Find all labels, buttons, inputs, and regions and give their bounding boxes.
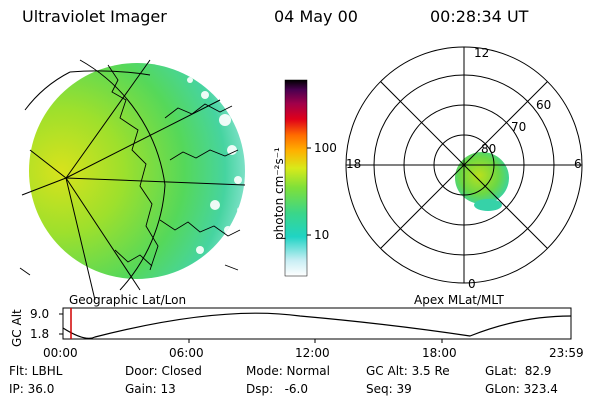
geographic-image bbox=[19, 59, 246, 301]
orbit-xtick-1200: 12:00 bbox=[295, 346, 330, 360]
orbit-ytick-1-8: 1.8 bbox=[30, 327, 50, 341]
orbit-ylabel: GC Alt bbox=[10, 309, 24, 347]
colorbar-tick-10: 10 bbox=[314, 228, 330, 242]
instrument-title: Ultraviolet Imager bbox=[22, 7, 167, 26]
orbit-xtick-2359: 23:59 bbox=[549, 346, 584, 360]
mlt-label-6: 6 bbox=[574, 157, 582, 171]
date-label: 04 May 00 bbox=[274, 7, 358, 26]
left-panel-label: Geographic Lat/Lon bbox=[69, 293, 187, 307]
mlt-label-12: 12 bbox=[474, 46, 490, 60]
colorbar-tick-100: 100 bbox=[314, 141, 337, 155]
orbit-xtick-0600: 06:00 bbox=[169, 346, 204, 360]
info-door: Door: Closed bbox=[125, 364, 202, 378]
info-glat: GLat: 82.9 bbox=[485, 364, 552, 378]
info-mode: Mode: Normal bbox=[246, 364, 330, 378]
info-glon: GLon: 323.4 bbox=[485, 382, 558, 396]
mlt-label-18: 18 bbox=[346, 157, 362, 171]
orbit-xtick-0000: 00:00 bbox=[43, 346, 78, 360]
orbit-xtick-1800: 18:00 bbox=[422, 346, 457, 360]
colorbar-unit-label: photon cm⁻²s⁻¹ bbox=[272, 147, 286, 240]
color-scale-bar bbox=[284, 79, 311, 277]
orbit-altitude-plot bbox=[59, 307, 572, 343]
polar-plot bbox=[345, 46, 583, 284]
mlat-label-70: 70 bbox=[511, 120, 527, 134]
info-dsp: Dsp: -6.0 bbox=[246, 382, 309, 396]
mlat-label-60: 60 bbox=[536, 98, 552, 112]
right-panel-label: Apex MLat/MLT bbox=[414, 293, 504, 307]
time-label: 00:28:34 UT bbox=[430, 7, 529, 26]
info-ip: IP: 36.0 bbox=[9, 382, 55, 396]
orbit-ytick-9: 9.0 bbox=[30, 307, 50, 321]
info-seq: Seq: 39 bbox=[366, 382, 412, 396]
info-gc-alt: GC Alt: 3.5 Re bbox=[366, 364, 450, 378]
info-gain: Gain: 13 bbox=[125, 382, 176, 396]
mlat-label-80: 80 bbox=[481, 142, 497, 156]
mlt-label-0: 0 bbox=[468, 277, 476, 291]
info-filter: Flt: LBHL bbox=[9, 364, 63, 378]
